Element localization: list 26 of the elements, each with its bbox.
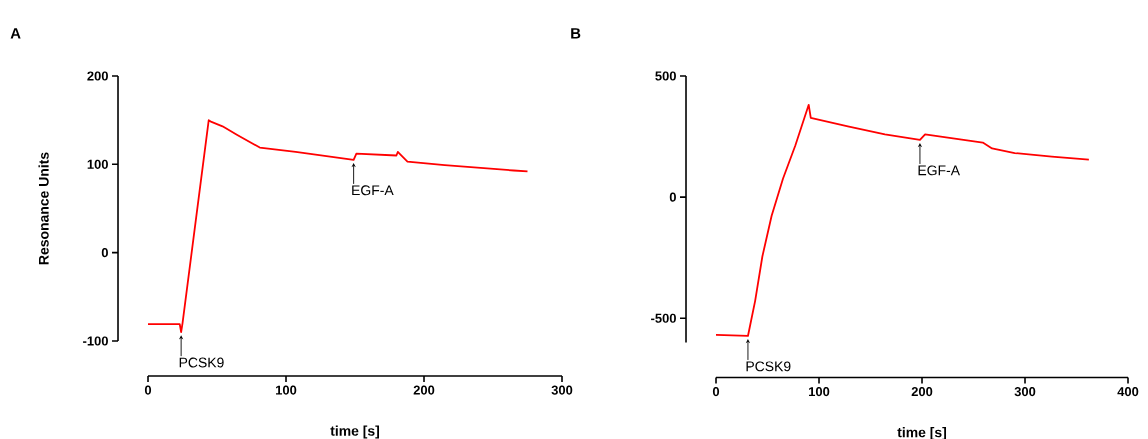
- x-tick-label: 0: [144, 385, 152, 395]
- x-tick-label: 300: [1014, 387, 1036, 397]
- x-tick-label: 200: [911, 387, 933, 397]
- y-tick-label: 200: [87, 71, 108, 81]
- y-tick-label: 500: [655, 71, 676, 81]
- line-series: [147, 119, 529, 334]
- annotation: EGF-A: [918, 165, 960, 176]
- text: B: [571, 28, 581, 39]
- line-series: [715, 103, 1090, 337]
- x-tick-label: 100: [276, 385, 297, 395]
- text: A: [10, 28, 21, 39]
- y-axis-title: Resonance Units: [38, 152, 49, 265]
- x-tick-label: 300: [551, 385, 573, 395]
- annotation: PCSK9: [746, 361, 791, 372]
- y-tick-label: 0: [669, 192, 676, 202]
- annotation: EGF-A: [352, 185, 394, 196]
- x-tick-label: 200: [413, 385, 435, 395]
- x-tick-label: 0: [712, 387, 720, 397]
- y-tick-label: 100: [87, 159, 108, 169]
- y-tick-label: -100: [83, 336, 108, 346]
- annotation: PCSK9: [179, 357, 224, 368]
- y-tick-label: -500: [651, 313, 676, 323]
- x-tick-label: 400: [1117, 387, 1139, 397]
- x-axis-title: time [s]: [330, 425, 380, 439]
- y-tick-label: 0: [101, 248, 108, 258]
- x-tick-label: 100: [809, 387, 830, 397]
